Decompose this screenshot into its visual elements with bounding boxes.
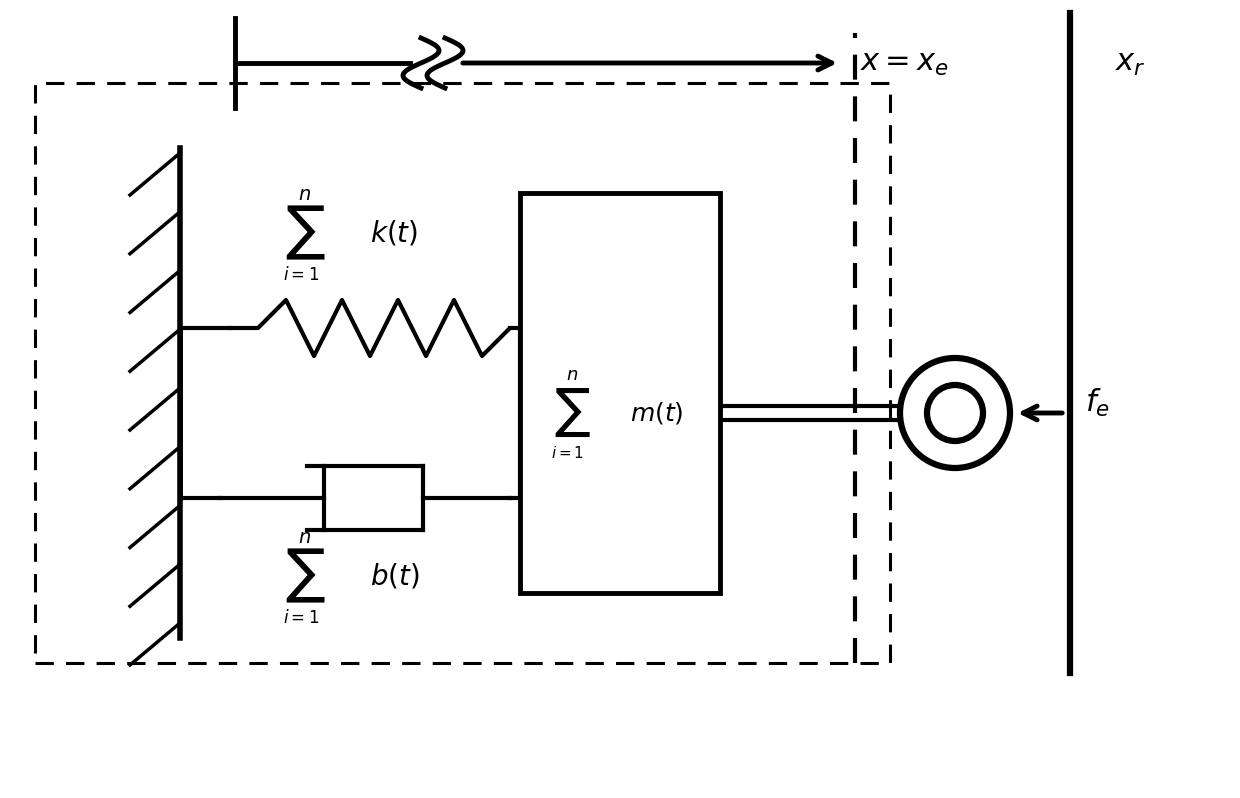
Text: $x = x_e$: $x = x_e$ bbox=[861, 48, 949, 78]
Text: $\sum$: $\sum$ bbox=[285, 547, 325, 605]
Text: $n$: $n$ bbox=[565, 366, 578, 384]
Text: $n$: $n$ bbox=[299, 186, 311, 204]
Circle shape bbox=[928, 385, 983, 441]
Text: $\sum$: $\sum$ bbox=[285, 204, 325, 262]
Text: $m(t)$: $m(t)$ bbox=[630, 400, 683, 426]
Text: $i=1$: $i=1$ bbox=[283, 609, 319, 627]
Text: $f_e$: $f_e$ bbox=[1085, 387, 1110, 419]
Text: $k(t)$: $k(t)$ bbox=[370, 219, 418, 247]
Text: $\sum$: $\sum$ bbox=[554, 387, 590, 439]
Text: $n$: $n$ bbox=[299, 529, 311, 547]
Bar bbox=[520, 193, 720, 593]
Text: $i=1$: $i=1$ bbox=[283, 266, 319, 284]
Circle shape bbox=[900, 358, 1011, 468]
Bar bbox=[35, 83, 890, 663]
Text: $i=1$: $i=1$ bbox=[552, 445, 584, 461]
Text: $b(t)$: $b(t)$ bbox=[370, 562, 419, 591]
Text: $x_r$: $x_r$ bbox=[1115, 48, 1146, 78]
